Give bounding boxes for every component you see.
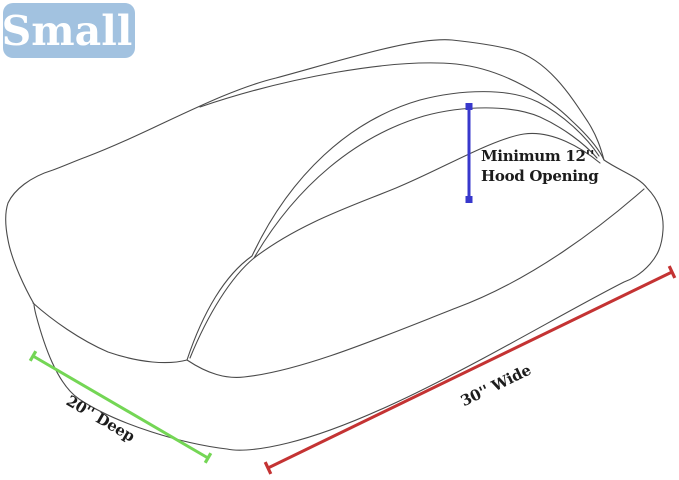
size-badge-background (3, 3, 135, 58)
depth-dimension-start-cap (28, 350, 38, 362)
width-dimension-label: 30'' Wide (458, 361, 534, 410)
hood-opening-bottom-endpoint (465, 196, 473, 203)
hood-opening-label-line2: Hood Opening (481, 167, 599, 185)
cushion-seam-right (186, 188, 645, 378)
bed-outline-group (5, 39, 664, 451)
hood-opening-top-endpoint (465, 103, 473, 110)
width-dimension (263, 265, 677, 475)
width-dimension-end-cap (667, 265, 677, 279)
depth-dimension-label: 20'' Deep (63, 392, 138, 446)
width-dimension-line (267, 270, 673, 470)
size-badge: Small (2, 3, 135, 58)
width-dimension-start-cap (263, 461, 273, 475)
bed-silhouette (5, 39, 664, 451)
cushion-seam-left (32, 302, 188, 364)
size-badge-label: Small (2, 7, 133, 55)
hood-rim-outer-curve (186, 91, 600, 361)
hood-interior-curve (253, 132, 601, 259)
hood-outer-curve (199, 62, 605, 161)
hood-opening-label-line1: Minimum 12'' (481, 147, 594, 165)
depth-dimension-end-cap (203, 452, 213, 464)
hood-rim-inner-curve (189, 107, 598, 359)
depth-dimension (28, 350, 213, 464)
depth-dimension-line (32, 354, 209, 460)
